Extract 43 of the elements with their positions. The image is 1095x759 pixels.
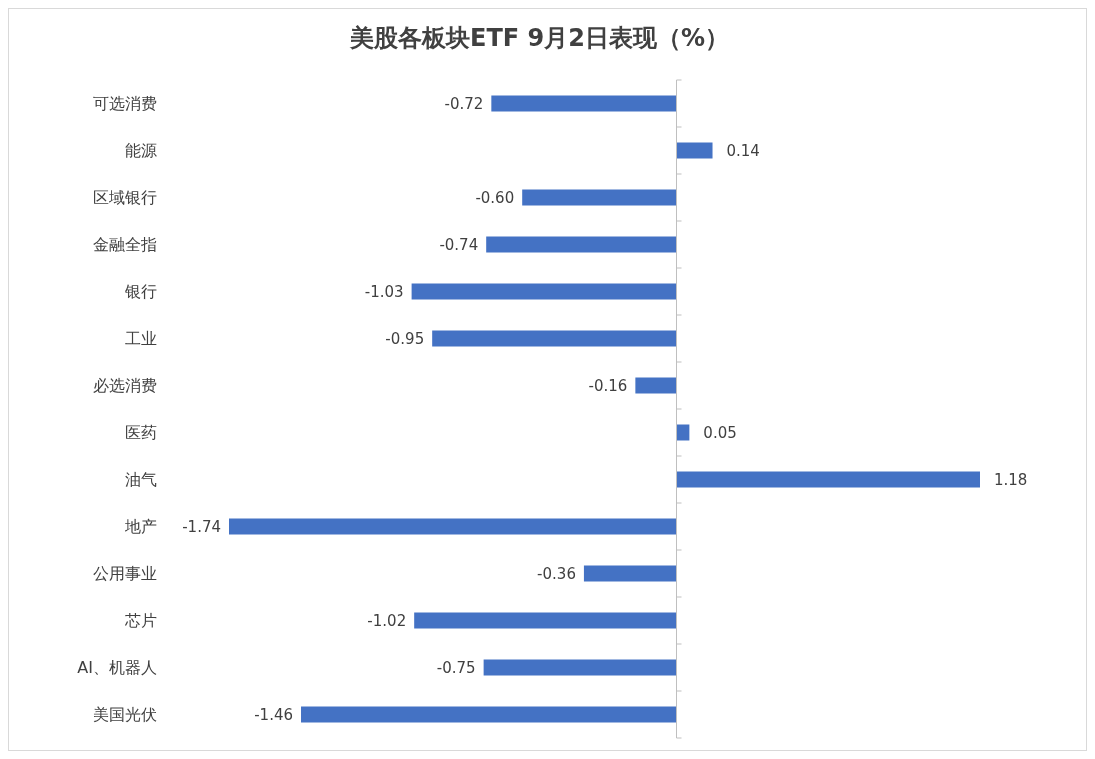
data-label: 1.18 [994,470,1028,489]
data-label: -1.02 [367,611,407,630]
y-tick-label: 能源 [125,141,157,161]
bar [414,612,677,629]
bar [583,565,677,582]
y-tick-label: 美国光伏 [93,705,157,725]
y-tick-label: AI、机器人 [77,658,157,678]
bar [411,283,677,300]
bar [491,95,677,112]
bar [483,659,677,676]
bar [432,330,677,347]
data-label: 0.14 [726,141,760,160]
bar [676,424,690,441]
data-label: -0.60 [475,188,515,207]
bar [676,471,980,488]
data-label: -0.72 [444,94,484,113]
bar [635,377,677,394]
y-tick-label: 地产 [124,517,157,537]
y-tick-label: 油气 [125,470,157,490]
y-tick-label: 银行 [124,282,157,302]
y-tick-label: 公用事业 [93,564,157,584]
data-label: -1.74 [182,517,221,536]
y-tick-label: 工业 [125,329,157,349]
bar [486,236,677,253]
y-tick-label: 可选消费 [93,94,157,114]
bar [522,189,677,206]
data-label: -0.75 [436,658,476,677]
data-label: -1.46 [254,705,294,724]
y-tick-label: 芯片 [124,611,157,631]
y-tick-label: 区域银行 [93,188,157,208]
y-tick-label: 必选消费 [93,376,157,396]
y-tick-label: 医药 [125,423,157,443]
data-label: 0.05 [703,423,737,442]
data-label: -0.36 [537,564,576,583]
data-label: -0.95 [385,329,425,348]
y-tick-label: 金融全指 [93,235,157,255]
data-label: -1.03 [364,282,404,301]
chart-title: 美股各板块ETF 9月2日表现（%） [349,24,729,52]
bar [301,706,677,723]
bar [229,518,677,535]
data-label: -0.16 [588,376,628,395]
bar [676,142,713,159]
data-label: -0.74 [439,235,479,254]
